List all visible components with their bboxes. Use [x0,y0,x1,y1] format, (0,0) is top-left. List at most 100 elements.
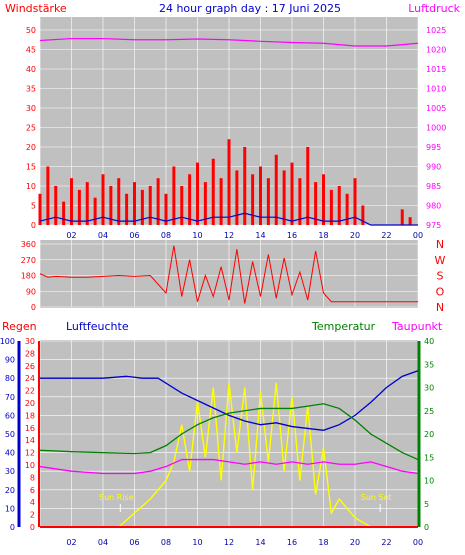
pressure-right-axis: 1025 1020 1015 1010 1005 1000 995 990 985 980 975 [426,26,446,230]
temperature-tick-label: 10 [424,477,434,486]
solar-line [40,382,418,528]
x-tick-label: 10 [192,538,202,547]
x-tick-label: 12 [224,231,234,240]
wind-tick-label: 50 [26,26,36,35]
rain-tick-label: 24 [25,374,35,383]
humidity-tick-label: 70 [5,393,15,402]
rain-tick-label: 4 [30,498,35,507]
humidity-tick-label: 20 [5,486,15,495]
humidity-tick-label: 30 [5,467,15,476]
humidity-line [40,370,419,431]
wind-tick-label: 10 [26,182,36,191]
wind-x-axis: 02 04 06 08 10 12 14 16 18 20 22 00 [66,231,423,240]
rain-tick-label: 8 [30,473,35,482]
pressure-axis-title: Luftdruck [408,2,460,15]
sun-markers: Sun Rise Sun Set [99,493,392,512]
x-tick-label: 04 [98,231,108,240]
direction-tick-label: 180 [21,272,36,281]
rain-tick-label: 20 [25,399,35,408]
chart-title: 24 hour graph day : 17 Juni 2025 [159,2,341,15]
temperature-label: Temperatur [311,320,376,333]
rain-tick-label: 28 [25,349,35,358]
rain-tick-label: 16 [25,424,35,433]
x-tick-label: 14 [255,538,265,547]
climate-axes: 1009080706050403020100302826242220181614… [0,337,434,532]
climate-series [39,370,419,528]
pressure-tick-label: 975 [426,221,441,230]
pressure-tick-label: 995 [426,143,441,152]
x-tick-label: 20 [350,231,360,240]
wind-tick-label: 20 [26,143,36,152]
wind-tick-label: 25 [26,124,36,133]
climate-panel: 1009080706050403020100302826242220181614… [0,337,434,547]
humidity-tick-label: 90 [5,356,15,365]
direction-series [39,245,418,304]
direction-tick-label: 0 [31,303,36,312]
x-tick-label: 04 [98,538,108,547]
wind-tick-label: 40 [26,65,36,74]
humidity-tick-label: 0 [10,523,15,532]
wind-axis-title: Windstärke [5,2,67,15]
pressure-tick-label: 1015 [426,65,446,74]
temperature-tick-label: 35 [424,360,434,369]
rain-tick-label: 18 [25,411,35,420]
pressure-tick-label: 1010 [426,85,446,94]
x-tick-label: 02 [66,231,76,240]
humidity-tick-label: 10 [5,504,15,513]
compass-label: S [437,270,444,283]
x-tick-label: 22 [381,231,391,240]
rain-tick-label: 30 [25,337,35,346]
pressure-tick-label: 1025 [426,26,446,35]
temperature-tick-label: 0 [424,523,429,532]
humidity-tick-label: 60 [5,411,15,420]
wind-tick-label: 5 [31,202,36,211]
x-tick-label: 20 [350,538,360,547]
compass-label: N [436,238,444,251]
x-tick-label: 08 [161,538,171,547]
x-tick-label: 16 [287,538,297,547]
pressure-tick-label: 980 [426,202,441,211]
compass-label: W [435,254,446,267]
pressure-tick-label: 985 [426,182,441,191]
rain-tick-label: 2 [30,511,35,520]
climate-panel-grid [39,340,419,528]
dewpoint-line [39,458,419,475]
compass-label: N [436,301,444,314]
humidity-tick-label: 40 [5,449,15,458]
x-tick-label: 16 [287,231,297,240]
x-tick-label: 18 [318,231,328,240]
rain-tick-label: 0 [30,523,35,532]
x-tick-label: 08 [161,231,171,240]
wind-tick-label: 35 [26,85,36,94]
direction-tick-label: 270 [21,256,36,265]
rain-label: Regen [2,320,37,333]
humidity-tick-label: 50 [5,430,15,439]
pressure-line [39,37,419,47]
temperature-tick-label: 15 [424,453,434,462]
wind-gust-line [39,212,418,226]
pressure-tick-label: 1000 [426,124,446,133]
x-tick-label: 12 [224,538,234,547]
climate-x-axis: 02 04 06 08 10 12 14 16 18 20 22 00 [66,538,423,547]
temperature-tick-label: 5 [424,500,429,509]
pressure-tick-label: 1005 [426,104,446,113]
x-tick-label: 00 [413,538,423,547]
compass-label: O [436,285,445,298]
x-tick-label: 06 [129,538,139,547]
direction-left-axis: 360 270 180 90 0 [21,240,36,312]
wind-tick-label: 45 [26,46,36,55]
x-tick-label: 06 [129,231,139,240]
humidity-tick-label: 80 [5,374,15,383]
pressure-tick-label: 990 [426,163,441,172]
direction-tick-label: 360 [21,240,36,249]
direction-line [39,245,418,304]
rain-tick-label: 6 [30,486,35,495]
sunset-label: Sun Set [361,493,392,502]
sunrise-label: Sun Rise [99,493,134,502]
temperature-tick-label: 20 [424,430,434,439]
wind-tick-label: 30 [26,104,36,113]
